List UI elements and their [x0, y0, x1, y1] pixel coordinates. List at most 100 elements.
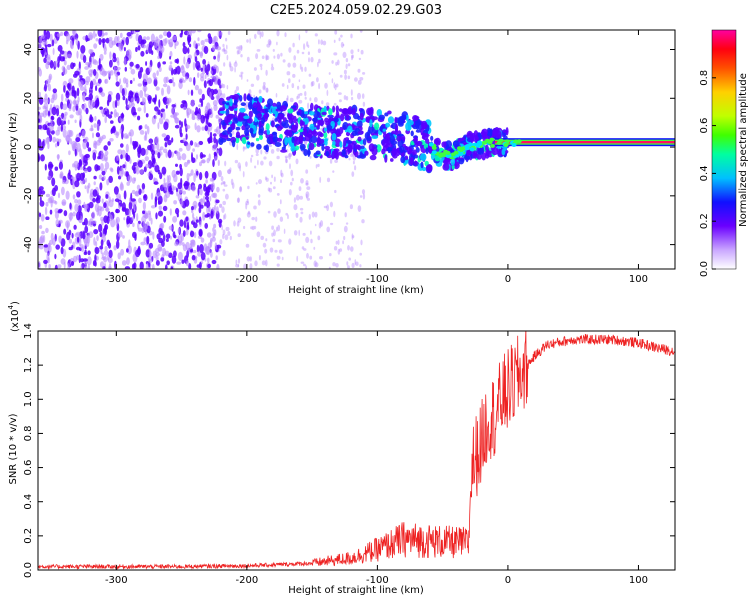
noise-speckle	[94, 254, 97, 263]
faint-speckle	[247, 210, 251, 215]
noise-speckle	[122, 164, 126, 169]
noise-speckle	[54, 166, 59, 171]
noise-speckle	[207, 122, 212, 128]
faint-speckle	[219, 31, 223, 36]
faint-speckle	[322, 125, 325, 129]
noise-speckle	[82, 155, 88, 164]
noise-speckle	[46, 54, 51, 60]
faint-speckle	[340, 41, 344, 48]
ridge-blob	[356, 120, 363, 128]
noise-speckle	[38, 147, 44, 151]
noise-speckle	[144, 124, 148, 130]
faint-speckle	[240, 44, 243, 52]
noise-speckle	[148, 242, 154, 249]
faint-speckle	[300, 211, 304, 215]
noise-speckle	[115, 132, 119, 139]
faint-speckle	[310, 238, 313, 244]
noise-speckle	[179, 132, 183, 138]
ridge-blob	[299, 143, 306, 151]
noise-speckle	[209, 177, 214, 182]
noise-speckle	[213, 104, 218, 112]
noise-speckle	[118, 205, 121, 209]
noise-speckle	[182, 46, 188, 55]
faint-speckle	[329, 201, 333, 208]
noise-speckle	[219, 122, 222, 130]
noise-speckle	[157, 122, 160, 130]
faint-speckle	[359, 195, 363, 198]
ridge-blob	[244, 127, 250, 136]
noise-speckle	[71, 232, 74, 239]
faint-speckle	[334, 189, 337, 194]
noise-speckle	[73, 224, 77, 230]
faint-speckle	[287, 62, 291, 68]
ridge-blob	[362, 138, 367, 146]
noise-speckle	[204, 109, 208, 115]
ridge-blob	[231, 122, 236, 130]
noise-speckle	[191, 30, 196, 34]
faint-speckle	[223, 62, 226, 67]
noise-speckle	[198, 183, 203, 190]
faint-speckle	[362, 193, 366, 200]
ridge-blob	[323, 131, 328, 139]
faint-speckle	[340, 34, 343, 38]
ridge-blob	[381, 138, 389, 148]
noise-speckle	[138, 188, 142, 195]
noise-speckle	[116, 240, 120, 249]
faint-speckle	[235, 259, 238, 265]
ridge-blob	[343, 137, 347, 147]
noise-speckle	[188, 173, 192, 177]
faint-speckle	[284, 155, 289, 159]
noise-speckle	[38, 67, 41, 72]
noise-speckle	[117, 60, 120, 66]
faint-speckle	[299, 195, 304, 200]
noise-speckle	[214, 156, 218, 161]
faint-speckle	[222, 43, 225, 48]
noise-speckle	[40, 214, 45, 222]
ridge-blob	[279, 105, 287, 112]
ridge-blob	[452, 140, 460, 148]
ridge-blob	[415, 129, 421, 133]
ridge-blob	[288, 125, 292, 129]
faint-speckle	[254, 33, 257, 40]
faint-speckle	[322, 40, 327, 46]
noise-speckle	[163, 76, 168, 84]
noise-speckle	[159, 146, 164, 150]
noise-speckle	[83, 201, 86, 208]
noise-speckle	[105, 106, 108, 112]
faint-speckle	[302, 232, 306, 236]
noise-speckle	[148, 64, 152, 73]
noise-speckle	[217, 30, 220, 38]
noise-speckle	[189, 43, 192, 48]
noise-speckle	[157, 243, 163, 251]
noise-speckle	[38, 97, 44, 105]
noise-speckle	[117, 149, 123, 155]
noise-speckle	[171, 137, 174, 143]
colorbar-tick-label: 0.0	[699, 261, 710, 277]
faint-speckle	[298, 229, 301, 237]
faint-speckle	[221, 225, 223, 231]
noise-speckle	[89, 218, 94, 228]
ridge-blob	[347, 144, 353, 153]
noise-speckle	[202, 64, 206, 69]
noise-speckle	[169, 38, 174, 48]
ridge-blob	[267, 98, 273, 107]
noise-speckle	[205, 69, 209, 76]
ridge-blob	[304, 133, 311, 142]
noise-speckle	[209, 195, 212, 202]
ridge-blob	[399, 145, 405, 154]
noise-speckle	[201, 126, 205, 131]
noise-speckle	[216, 149, 220, 155]
figure-title: C2E5.2024.059.02.29.G03	[270, 3, 442, 18]
faint-speckle	[229, 167, 232, 172]
noise-speckle	[55, 129, 60, 136]
faint-speckle	[288, 238, 292, 245]
noise-speckle	[91, 211, 96, 220]
faint-speckle	[320, 39, 324, 45]
faint-speckle	[357, 205, 362, 213]
faint-speckle	[224, 234, 229, 241]
ridge-blob	[501, 148, 506, 156]
y-tick-label: 0.6	[23, 460, 34, 476]
noise-speckle	[135, 63, 140, 69]
noise-speckle	[72, 194, 76, 200]
noise-speckle	[183, 56, 186, 65]
